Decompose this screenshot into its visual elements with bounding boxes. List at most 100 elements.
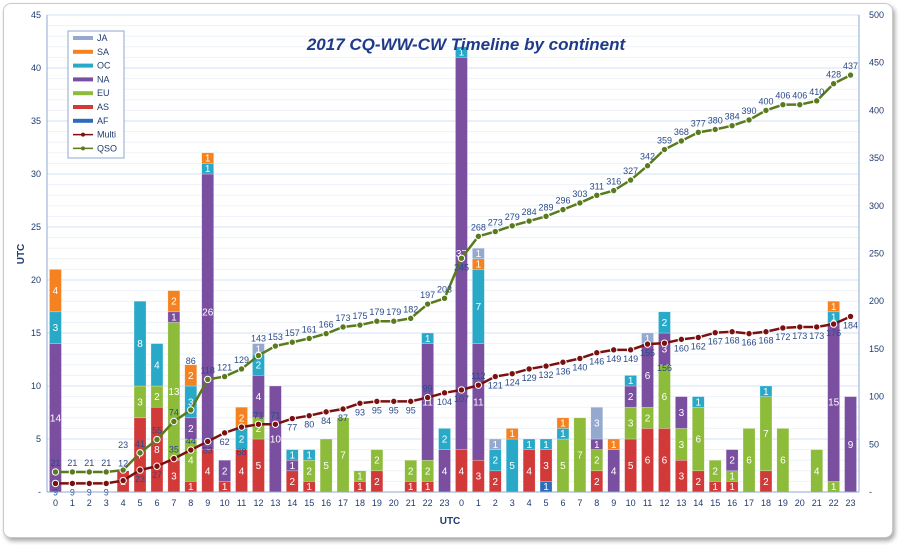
- bar-segment-oc: [759, 385, 773, 397]
- bar-segment-na: [675, 396, 688, 429]
- x-tick-label: 0: [459, 498, 464, 508]
- bar-segment-label: 2: [239, 435, 245, 446]
- bar-segment-na: [218, 459, 231, 482]
- point-qso: [237, 365, 246, 373]
- y-tick-label: 30: [31, 169, 41, 179]
- point-label-qso: 406: [792, 91, 807, 101]
- bar-segment-label: 2: [290, 477, 296, 488]
- point-label-qso: 296: [555, 196, 570, 206]
- bar-segment-sa: [607, 438, 620, 450]
- bar-segment-label: 7: [763, 429, 769, 440]
- y2-tick-label: 100: [869, 392, 884, 402]
- x-tick-label: 11: [237, 498, 246, 508]
- point-multi: [813, 323, 821, 331]
- point-label-multi: 124: [505, 378, 520, 388]
- bar-segment-label: 1: [763, 387, 769, 398]
- point-label-multi: 149: [606, 354, 621, 364]
- bar-segment-label: 3: [594, 419, 600, 430]
- point-multi: [677, 335, 686, 344]
- x-axis-label: UTC: [440, 516, 461, 527]
- bar-segment-label: 4: [205, 466, 211, 477]
- point-multi: [170, 454, 178, 463]
- point-label-qso: 118: [201, 365, 215, 375]
- point-multi: [796, 323, 804, 331]
- point-multi: [254, 420, 263, 428]
- x-tick-label: 5: [544, 498, 549, 508]
- bar-segment-label: 1: [222, 482, 228, 493]
- legend-marker-qso: [81, 146, 85, 151]
- x-tick-label: 17: [744, 498, 754, 508]
- x-tick-label: 6: [560, 498, 565, 508]
- y2-tick-label: 500: [869, 10, 884, 20]
- bar-segment-label: 6: [662, 392, 668, 403]
- bar-segment-sa: [201, 152, 214, 164]
- point-label-qso: 428: [826, 70, 841, 80]
- bar-segment-label: 1: [408, 482, 414, 493]
- bar-segment-label: 1: [729, 472, 735, 483]
- point-label-qso: 175: [352, 311, 367, 321]
- bar-segment-label: 37: [456, 249, 468, 260]
- point-qso: [68, 468, 77, 476]
- point-label-qso: 203: [437, 284, 452, 294]
- point-label-qso: 400: [758, 96, 773, 106]
- bar-segment-label: 3: [679, 440, 685, 451]
- bar-segment-label: 2: [594, 456, 600, 467]
- axis-ticks: -51015202530354045-501001502002503003504…: [31, 10, 884, 508]
- point-label-multi: 35: [169, 445, 179, 455]
- point-qso: [829, 79, 838, 88]
- bar-segment-label: 2: [222, 466, 228, 477]
- point-multi: [728, 328, 736, 336]
- bar-segment-label: 4: [442, 466, 448, 477]
- bar-segment-oc: [133, 300, 147, 387]
- point-label-multi: 160: [674, 343, 689, 353]
- bar-segment-ja: [472, 247, 485, 260]
- point-label-qso: 121: [217, 363, 232, 373]
- bar-segment-label: 5: [628, 461, 634, 472]
- y2-tick-label: 350: [869, 153, 884, 163]
- x-tick-label: 16: [321, 498, 331, 508]
- point-qso: [846, 71, 855, 79]
- point-label-multi: 140: [572, 362, 587, 372]
- x-tick-label: 23: [440, 498, 450, 508]
- bar-segment-label: 3: [53, 323, 59, 334]
- point-label-multi: 95: [406, 405, 416, 415]
- bar-segment-label: 2: [374, 456, 380, 467]
- bar-segment-label: 3: [137, 397, 143, 408]
- point-label-multi: 146: [589, 357, 604, 367]
- point-qso: [423, 300, 432, 308]
- point-label-multi: 155: [640, 348, 655, 358]
- bar-segment-label: 2: [729, 456, 735, 467]
- y2-tick-label: 150: [869, 344, 884, 354]
- x-tick-label: 2: [493, 498, 498, 508]
- point-label-multi: 71: [253, 410, 263, 420]
- bar-segment-label: 6: [780, 456, 786, 467]
- bar-segment-label: 1: [357, 472, 363, 483]
- bar-segment-label: 4: [459, 466, 465, 477]
- bar-segment-label: 1: [205, 164, 211, 175]
- bar-segment-label: 1: [509, 429, 515, 440]
- bar-segment-label: 1: [306, 450, 312, 461]
- point-label-qso: 384: [725, 112, 740, 122]
- point-qso: [796, 100, 804, 109]
- point-multi: [136, 466, 144, 474]
- bar-segment-label: 2: [763, 477, 769, 488]
- point-qso: [745, 116, 753, 124]
- point-label-qso: 410: [809, 87, 824, 97]
- point-qso: [271, 342, 280, 350]
- point-qso: [288, 338, 296, 346]
- point-qso: [187, 406, 195, 414]
- point-qso: [491, 227, 499, 236]
- point-label-multi: 68: [237, 447, 247, 457]
- point-qso: [254, 351, 263, 360]
- point-qso: [542, 212, 550, 220]
- bar-segment-label: 4: [53, 286, 59, 297]
- point-multi: [457, 386, 466, 394]
- bar-segment-label: 1: [357, 482, 363, 493]
- bar-segment-label: 1: [306, 482, 312, 493]
- point-qso: [102, 468, 110, 476]
- x-tick-label: 21: [812, 498, 822, 508]
- point-label-qso: 129: [234, 355, 249, 365]
- point-multi: [119, 476, 127, 485]
- point-label-multi: 27: [152, 470, 162, 480]
- legend-label-eu: EU: [97, 88, 110, 98]
